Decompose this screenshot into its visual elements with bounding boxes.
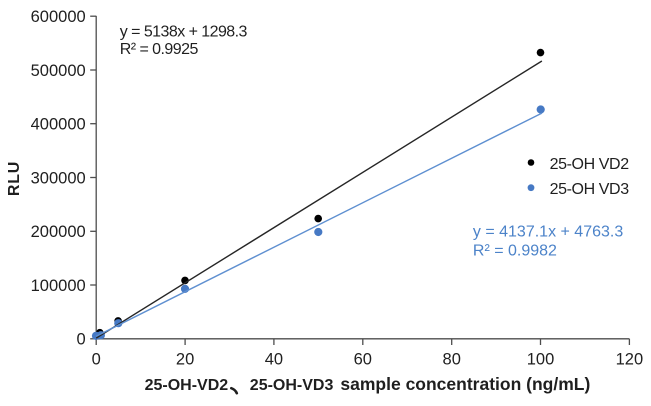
svg-text:sample concentration (ng/mL): sample concentration (ng/mL) — [340, 374, 590, 394]
svg-text:80: 80 — [443, 350, 461, 368]
svg-text:60: 60 — [354, 350, 372, 368]
svg-text:20: 20 — [176, 350, 194, 368]
svg-text:500000: 500000 — [31, 62, 86, 80]
svg-text:R² = 0.9925: R² = 0.9925 — [120, 41, 199, 58]
svg-text:25-OH VD2: 25-OH VD2 — [550, 156, 630, 173]
svg-text:100: 100 — [527, 350, 555, 368]
svg-text:25-OH VD3: 25-OH VD3 — [550, 181, 630, 198]
svg-text:25-OH-VD3: 25-OH-VD3 — [250, 377, 334, 394]
svg-text:200000: 200000 — [31, 223, 86, 241]
svg-text:R² = 0.9982: R² = 0.9982 — [473, 243, 557, 260]
svg-text:0: 0 — [92, 350, 101, 368]
svg-text:y = 5138x + 1298.3: y = 5138x + 1298.3 — [120, 24, 248, 41]
svg-text:25-OH-VD2: 25-OH-VD2 — [145, 377, 229, 394]
svg-text:RLU: RLU — [6, 161, 23, 196]
svg-text:0: 0 — [77, 331, 86, 349]
svg-text:y = 4137.1x + 4763.3: y = 4137.1x + 4763.3 — [473, 224, 623, 241]
svg-text:600000: 600000 — [31, 8, 86, 26]
svg-text:40: 40 — [265, 350, 283, 368]
svg-text:100000: 100000 — [31, 277, 86, 295]
svg-text:400000: 400000 — [31, 116, 86, 134]
svg-text:300000: 300000 — [31, 169, 86, 187]
svg-text:120: 120 — [616, 350, 644, 368]
